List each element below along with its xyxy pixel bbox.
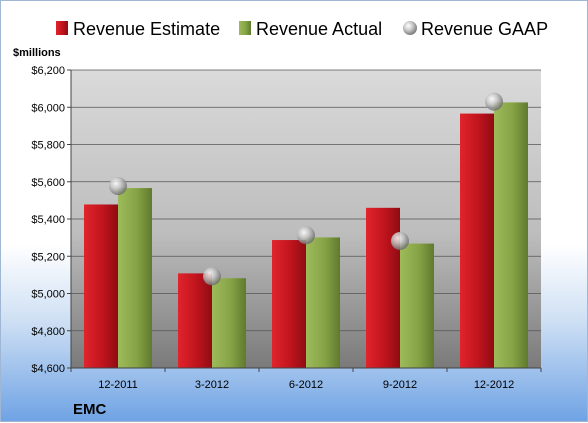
bars [84, 102, 528, 369]
bar-revenue-actual [306, 237, 340, 368]
gaap-marker [391, 231, 409, 250]
y-tick-label: $5,000 [31, 289, 65, 301]
y-tick-label: $5,600 [31, 177, 65, 189]
y-tick-label: $5,200 [31, 251, 65, 263]
gaap-marker [485, 92, 503, 111]
y-axis: $4,600 $4,800 $5,000 $5,200 $5,400 $5,600 $5,8… [31, 65, 71, 375]
bar-revenue-actual [118, 188, 152, 368]
x-tick-label: 12-2012 [474, 379, 514, 391]
x-axis: 12-2011 3-2012 6-2012 9-2012 12-2012 [70, 368, 542, 391]
x-tick-label: 9-2012 [383, 379, 417, 391]
bar-revenue-estimate [460, 113, 494, 369]
x-tick-label: 12-2011 [98, 379, 138, 391]
legend-label-revenue-gaap: Revenue GAAP [421, 19, 548, 39]
bar-revenue-estimate [272, 240, 306, 368]
bar-revenue-actual [400, 243, 434, 368]
gaap-marker [203, 267, 221, 286]
y-tick-label: $5,400 [31, 214, 65, 226]
legend-label-revenue-estimate: Revenue Estimate [73, 19, 220, 39]
y-tick-label: $6,200 [31, 65, 65, 77]
x-tick-label: 6-2012 [289, 379, 323, 391]
bar-revenue-estimate [178, 273, 212, 368]
legend-marker-revenue-gaap [403, 21, 417, 35]
bar-revenue-estimate [84, 204, 118, 368]
gaap-markers [109, 92, 503, 286]
y-tick-label: $4,800 [31, 326, 65, 338]
gaap-marker [297, 226, 315, 245]
legend-swatch-revenue-estimate [56, 21, 68, 35]
bar-revenue-estimate [366, 207, 400, 368]
legend-swatch-revenue-actual [239, 21, 251, 35]
unit-label: $millions [13, 47, 61, 59]
bar-revenue-actual [494, 102, 528, 368]
gaap-marker [109, 177, 127, 196]
legend-label-revenue-actual: Revenue Actual [256, 19, 382, 39]
y-tick-label: $5,800 [31, 140, 65, 152]
bar-revenue-actual [212, 278, 246, 368]
y-tick-label: $4,600 [31, 363, 65, 375]
company-name: EMC [73, 401, 107, 418]
x-tick-label: 3-2012 [195, 379, 229, 391]
y-tick-label: $6,000 [31, 102, 65, 114]
